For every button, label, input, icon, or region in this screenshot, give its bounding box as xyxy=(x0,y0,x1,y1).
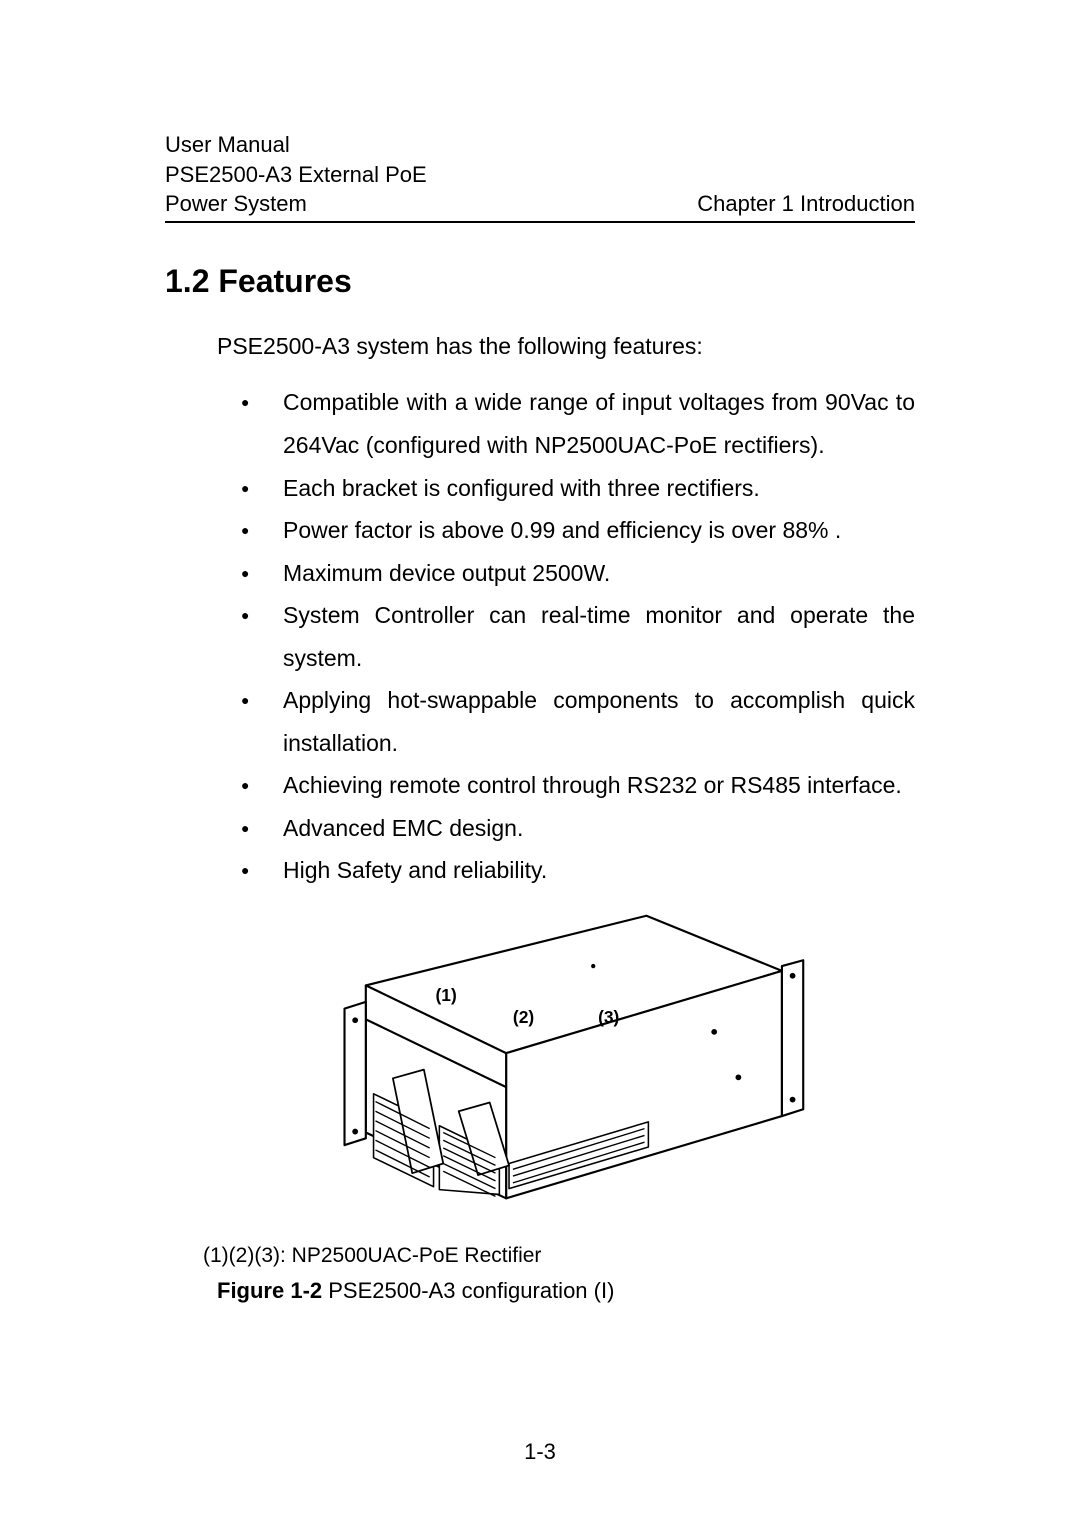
list-item: Advanced EMC design. xyxy=(235,807,915,850)
list-item: Maximum device output 2500W. xyxy=(235,552,915,595)
page-number: 1-3 xyxy=(0,1439,1080,1465)
figure-caption-label: Figure 1-2 xyxy=(217,1278,322,1303)
device-diagram: (1) (2) (3) xyxy=(260,908,820,1208)
header-chapter: Chapter 1 Introduction xyxy=(697,189,915,219)
document-page: User Manual PSE2500-A3 External PoE Powe… xyxy=(0,0,1080,1533)
header-user-manual: User Manual xyxy=(165,130,427,160)
features-list: Compatible with a wide range of input vo… xyxy=(235,381,915,892)
list-item: Applying hot-swappable components to acc… xyxy=(235,679,915,764)
figure-container: (1) (2) (3) xyxy=(165,908,915,1208)
figure-caption: Figure 1-2 PSE2500-A3 configuration (I) xyxy=(217,1278,915,1304)
svg-text:(1): (1) xyxy=(435,985,456,1005)
figure-legend: (1)(2)(3): NP2500UAC-PoE Rectifier xyxy=(203,1244,915,1268)
intro-text: PSE2500-A3 system has the following feat… xyxy=(217,330,915,363)
section-heading: 1.2 Features xyxy=(165,263,915,300)
header-product-subtitle: Power System xyxy=(165,189,427,219)
list-item: Achieving remote control through RS232 o… xyxy=(235,764,915,807)
header-left-block: User Manual PSE2500-A3 External PoE Powe… xyxy=(165,130,427,219)
svg-text:(3): (3) xyxy=(598,1007,619,1027)
list-item: Compatible with a wide range of input vo… xyxy=(235,381,915,466)
svg-text:(2): (2) xyxy=(513,1007,534,1027)
list-item: High Safety and reliability. xyxy=(235,849,915,892)
figure-caption-text: PSE2500-A3 configuration (I) xyxy=(322,1278,614,1303)
list-item: Each bracket is configured with three re… xyxy=(235,467,915,510)
header-product-name: PSE2500-A3 External PoE xyxy=(165,160,427,190)
list-item: Power factor is above 0.99 and efficienc… xyxy=(235,509,915,552)
page-header: User Manual PSE2500-A3 External PoE Powe… xyxy=(165,130,915,223)
list-item: System Controller can real-time monitor … xyxy=(235,594,915,679)
